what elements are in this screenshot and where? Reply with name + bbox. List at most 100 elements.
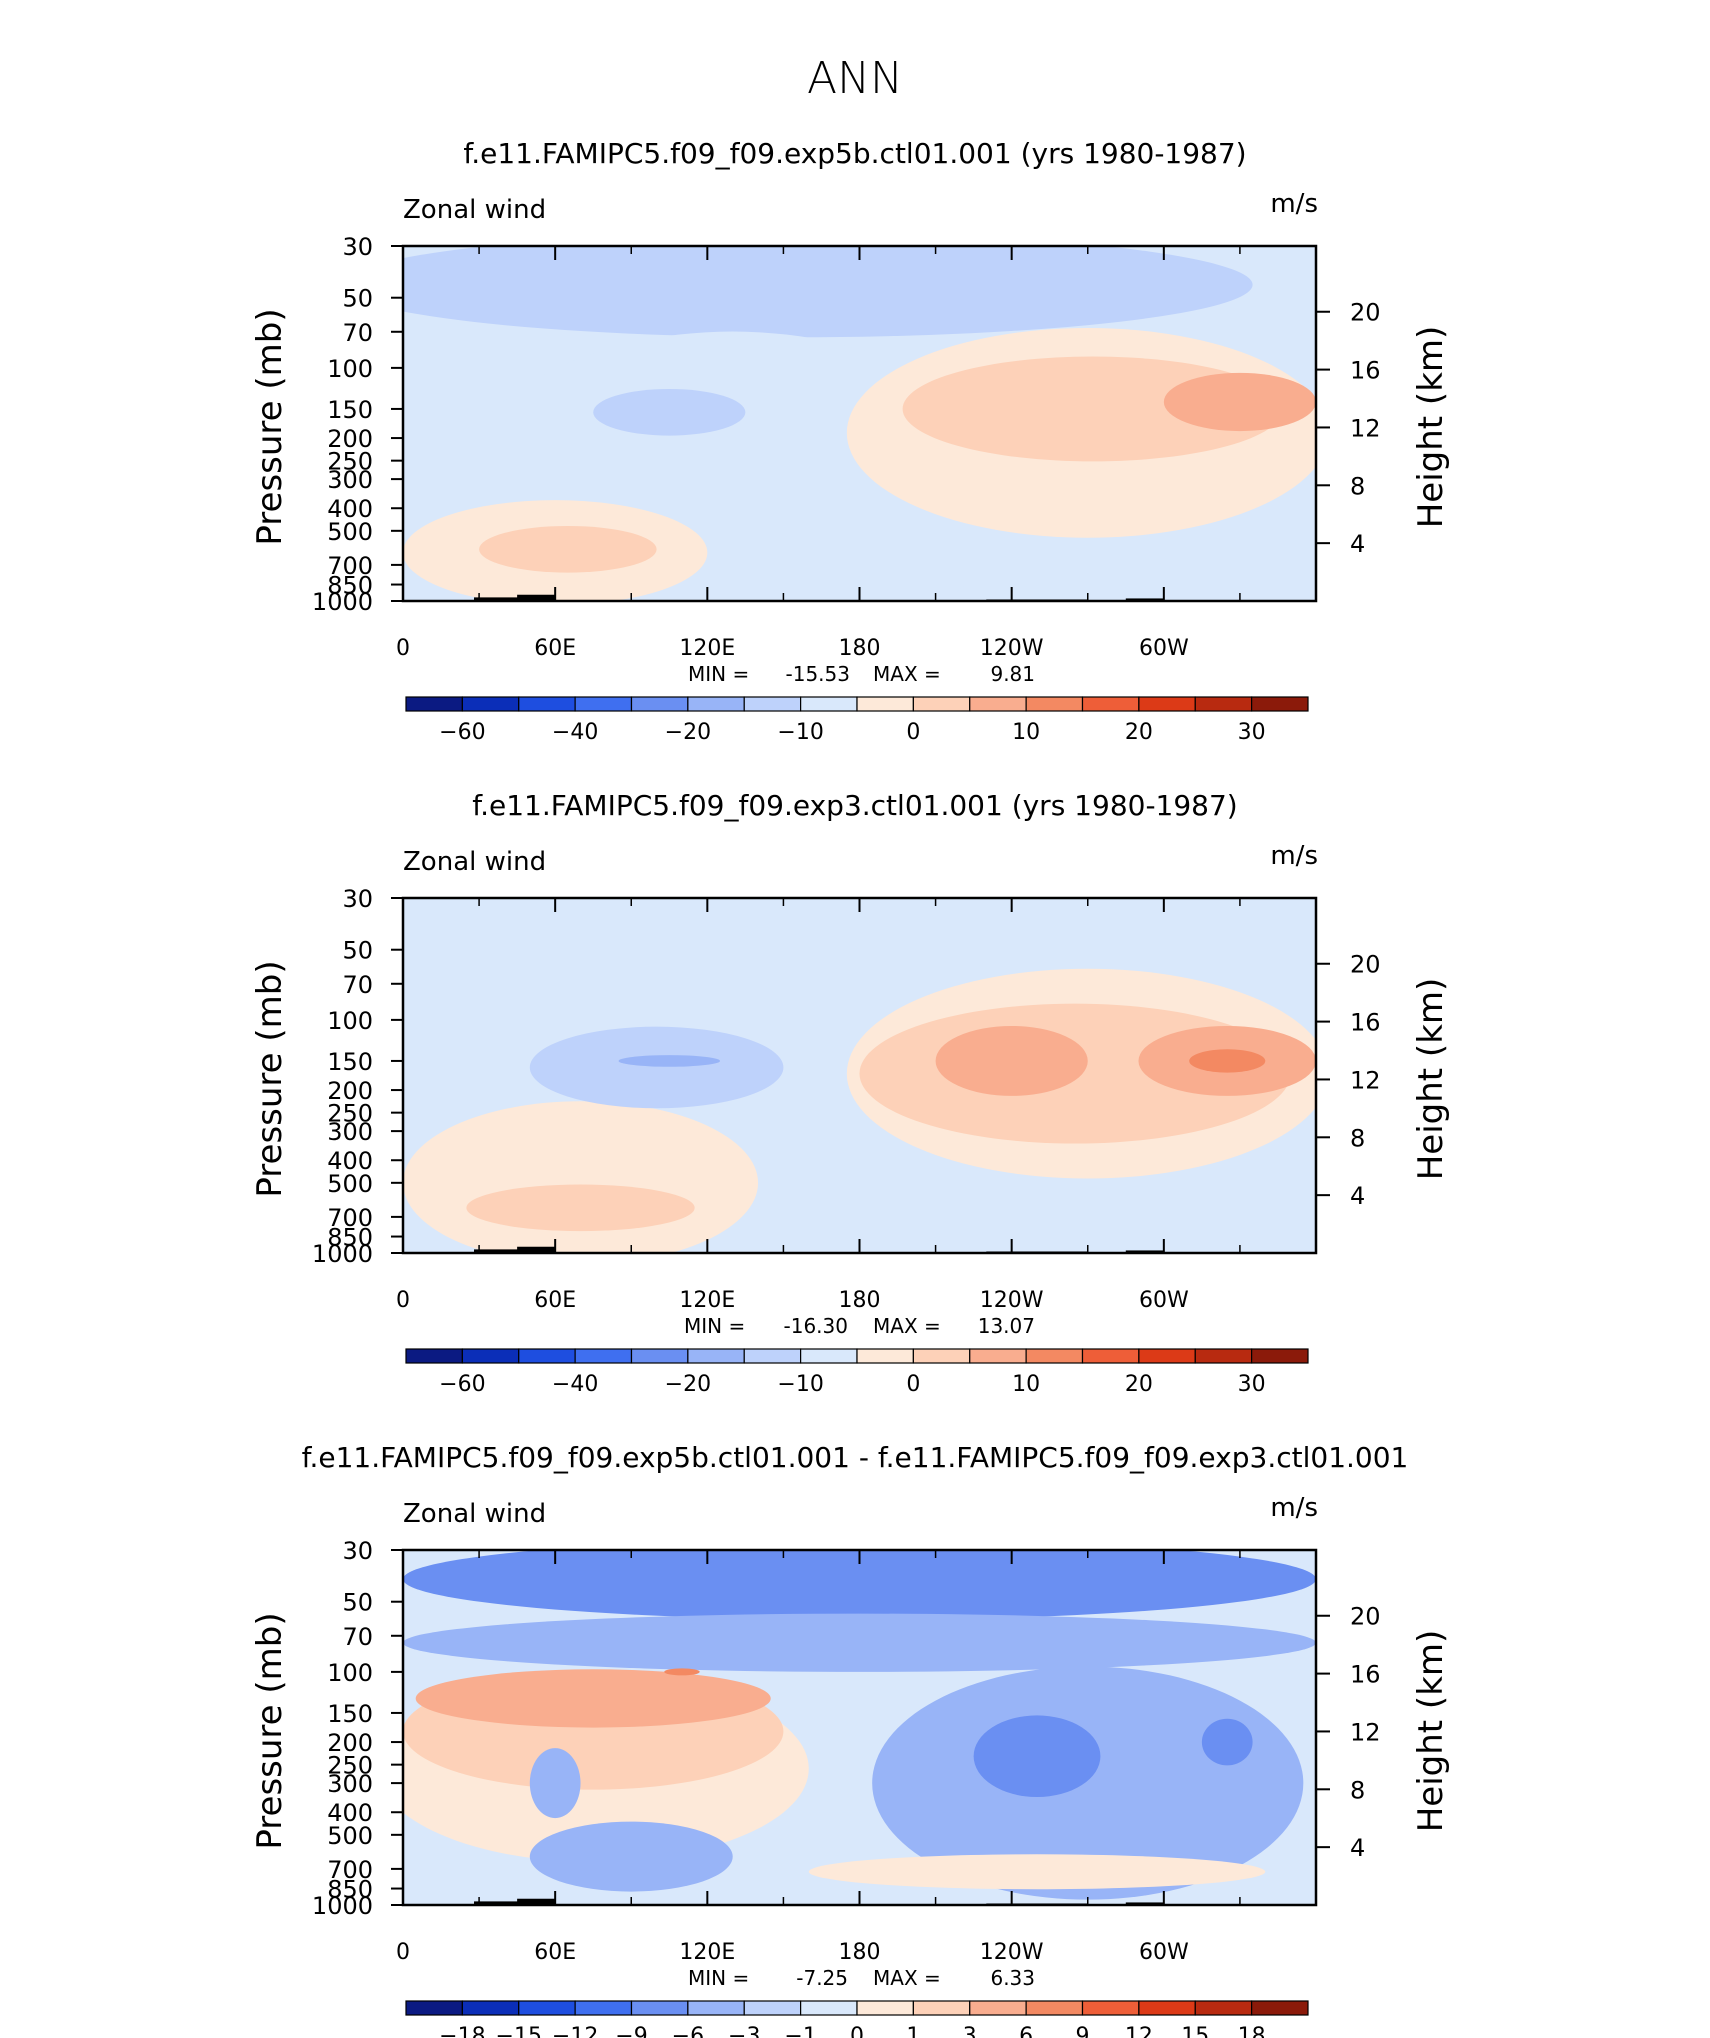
colorbar-box [687, 2000, 745, 2016]
x-tick-label: 60W [1139, 1288, 1189, 1313]
y-tick-label: 1000 [312, 588, 373, 616]
colorbar-box [969, 2000, 1027, 2016]
y-axis-label: Pressure (mb) [250, 1612, 290, 1849]
colorbar-label: −40 [552, 1372, 598, 1397]
y-tick-label: 250 [327, 1100, 373, 1128]
min-label: MIN = [688, 1966, 749, 1990]
y-axis-label: Pressure (mb) [250, 960, 290, 1197]
y2-tick-label: 4 [1350, 530, 1365, 558]
colorbar-box [1194, 2000, 1253, 2016]
colorbar-label: −60 [439, 720, 485, 745]
colorbar-label: −15 [496, 2024, 542, 2038]
axes: 0 60E 120E 180 120W 60W3050701001502002503004… [312, 233, 1381, 661]
y-tick-label: 400 [327, 1147, 373, 1175]
contour-region--3 [403, 1613, 1316, 1672]
topography-mark [474, 1249, 535, 1253]
axes: 0 60E 120E 180 120W 60W3050701001502002503004… [312, 885, 1381, 1313]
contour-region--10 [593, 388, 746, 436]
y-tick-label: 200 [327, 425, 373, 453]
y-tick-label: 30 [342, 233, 373, 261]
contour-region-10 [935, 1025, 1088, 1096]
colorbar-box [405, 696, 463, 712]
colorbar-box [1251, 1348, 1309, 1364]
contour-region-5 [479, 525, 657, 573]
colorbar-box [518, 696, 576, 712]
colorbar-box [1138, 1348, 1196, 1364]
axes: 0 60E 120E 180 120W 60W3050701001502002503004… [312, 1537, 1381, 1965]
y2-axis-label: Height (km) [1411, 978, 1451, 1181]
colorbar-label: −10 [777, 720, 823, 745]
min-label: MIN = [688, 662, 749, 686]
colorbar-label: −40 [552, 720, 598, 745]
y2-axis-label: Height (km) [1411, 326, 1451, 529]
colorbar-box [743, 2000, 802, 2016]
colorbar-box [969, 1348, 1027, 1364]
colorbar-label: −20 [665, 1372, 711, 1397]
colorbar-box [912, 696, 971, 712]
x-tick-label: 120W [980, 636, 1044, 661]
y-tick-label: 850 [327, 1876, 373, 1904]
y2-tick-label: 12 [1350, 414, 1381, 442]
y-tick-label: 850 [327, 572, 373, 600]
colorbar-label: 10 [1012, 1372, 1040, 1397]
y-tick-label: 200 [327, 1729, 373, 1757]
y-tick-label: 150 [327, 1700, 373, 1728]
colorbar-box [1025, 1348, 1084, 1364]
y-tick-label: 400 [327, 495, 373, 523]
colorbar: −18 −15 −12 −9 −6 −3 −1 0 1 3 6 9 12 15 18 [405, 2000, 1309, 2038]
max-value: 13.07 [978, 1314, 1035, 1338]
x-tick-label: 0 [396, 1288, 410, 1313]
contour-region--3 [529, 1821, 733, 1892]
colorbar-box [1081, 2000, 1140, 2016]
y-tick-label: 250 [327, 1752, 373, 1780]
panel-top: f.e11.FAMIPC5.f09_f09.exp5b.ctl01.001 (y… [250, 137, 1451, 745]
y-tick-label: 500 [327, 518, 373, 546]
contour-region--15 [618, 1055, 721, 1067]
y-tick-label: 70 [342, 971, 373, 999]
colorbar-box [1025, 2000, 1084, 2016]
y-tick-label: 1000 [312, 1892, 373, 1920]
contour-fields [403, 1550, 1316, 1905]
x-tick-label: 120E [679, 1940, 735, 1965]
colorbar-label: −1 [784, 2024, 816, 2038]
colorbar-box [800, 1348, 858, 1364]
topography-mark [517, 594, 556, 601]
max-value: 6.33 [990, 1966, 1035, 1990]
x-tick-label: 180 [839, 1940, 881, 1965]
colorbar-box [1138, 696, 1196, 712]
contour-region-10 [1163, 372, 1316, 432]
y2-tick-label: 16 [1350, 1661, 1381, 1689]
colorbar-box [856, 696, 914, 712]
panel-difference: f.e11.FAMIPC5.f09_f09.exp5b.ctl01.001 - … [250, 1441, 1451, 2038]
panel-title: f.e11.FAMIPC5.f09_f09.exp5b.ctl01.001 (y… [463, 137, 1246, 170]
contour-region-1 [808, 1854, 1266, 1890]
x-tick-label: 0 [396, 636, 410, 661]
colorbar-box [630, 696, 689, 712]
y2-tick-label: 8 [1350, 472, 1365, 500]
variable-label: Zonal wind [403, 195, 546, 225]
y-tick-label: 50 [342, 1589, 373, 1617]
colorbar-label: 0 [906, 1372, 920, 1397]
colorbar-label: −12 [552, 2024, 598, 2038]
y-tick-label: 100 [327, 355, 373, 383]
units-label: m/s [1270, 189, 1318, 219]
y2-tick-label: 4 [1350, 1182, 1365, 1210]
colorbar-label: 0 [906, 720, 920, 745]
max-value: 9.81 [990, 662, 1035, 686]
y-tick-label: 30 [342, 1537, 373, 1565]
colorbar-label: 15 [1181, 2024, 1209, 2038]
y-tick-label: 400 [327, 1799, 373, 1827]
min-value: -16.30 [784, 1314, 848, 1338]
contour-region--6 [973, 1715, 1101, 1798]
colorbar-label: 1 [906, 2024, 920, 2038]
colorbar-label: −60 [439, 1372, 485, 1397]
max-label: MAX = [873, 662, 941, 686]
units-label: m/s [1270, 841, 1318, 871]
colorbar-box [856, 2000, 914, 2016]
colorbar-box [1194, 1348, 1253, 1364]
colorbar-box [743, 696, 802, 712]
x-tick-label: 60E [534, 1940, 576, 1965]
colorbar-box [630, 1348, 689, 1364]
min-value: -15.53 [786, 662, 850, 686]
colorbar-label: 12 [1125, 2024, 1153, 2038]
